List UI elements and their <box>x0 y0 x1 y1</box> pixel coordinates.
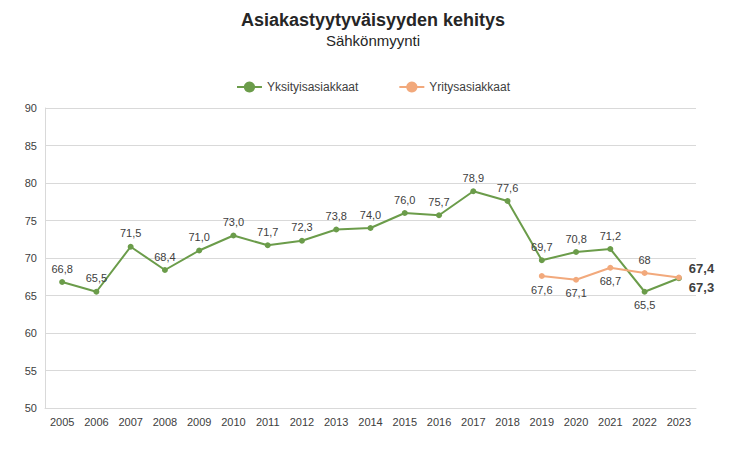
svg-text:2023: 2023 <box>667 416 691 428</box>
svg-text:55: 55 <box>25 365 37 377</box>
svg-text:50: 50 <box>25 402 37 414</box>
svg-text:2019: 2019 <box>530 416 554 428</box>
svg-text:75,7: 75,7 <box>428 196 449 208</box>
svg-text:Yksityisasiakkaat: Yksityisasiakkaat <box>267 80 359 94</box>
svg-text:68,7: 68,7 <box>600 275 621 287</box>
svg-text:2021: 2021 <box>598 416 622 428</box>
svg-text:2015: 2015 <box>393 416 417 428</box>
svg-text:72,3: 72,3 <box>291 221 312 233</box>
svg-text:66,8: 66,8 <box>51 263 72 275</box>
svg-text:2009: 2009 <box>187 416 211 428</box>
svg-text:2012: 2012 <box>290 416 314 428</box>
svg-text:2011: 2011 <box>256 416 280 428</box>
svg-text:67,4: 67,4 <box>689 261 715 276</box>
svg-text:69,7: 69,7 <box>531 241 552 253</box>
svg-text:90: 90 <box>25 102 37 114</box>
svg-text:77,6: 77,6 <box>497 182 518 194</box>
svg-text:75: 75 <box>25 215 37 227</box>
svg-text:80: 80 <box>25 177 37 189</box>
svg-text:70: 70 <box>25 252 37 264</box>
svg-text:Sähkönmyynti: Sähkönmyynti <box>326 32 420 49</box>
svg-text:65,5: 65,5 <box>634 299 655 311</box>
svg-text:2016: 2016 <box>427 416 451 428</box>
svg-text:2017: 2017 <box>461 416 485 428</box>
svg-text:65,5: 65,5 <box>86 272 107 284</box>
svg-text:71,2: 71,2 <box>600 230 621 242</box>
svg-text:65: 65 <box>25 290 37 302</box>
svg-text:68: 68 <box>638 254 650 266</box>
svg-text:76,0: 76,0 <box>394 194 415 206</box>
svg-text:2008: 2008 <box>153 416 177 428</box>
svg-text:71,7: 71,7 <box>257 226 278 238</box>
svg-text:2005: 2005 <box>50 416 74 428</box>
svg-text:2013: 2013 <box>324 416 348 428</box>
svg-text:73,0: 73,0 <box>223 216 244 228</box>
svg-text:71,0: 71,0 <box>188 231 209 243</box>
svg-text:78,9: 78,9 <box>463 172 484 184</box>
svg-text:67,6: 67,6 <box>531 284 552 296</box>
svg-text:2020: 2020 <box>564 416 588 428</box>
svg-text:2007: 2007 <box>118 416 142 428</box>
svg-text:Asiakastyytyväisyyden kehitys: Asiakastyytyväisyyden kehitys <box>241 10 505 30</box>
svg-text:71,5: 71,5 <box>120 227 141 239</box>
svg-text:2014: 2014 <box>358 416 382 428</box>
svg-text:74,0: 74,0 <box>360 209 381 221</box>
svg-text:2006: 2006 <box>84 416 108 428</box>
svg-text:85: 85 <box>25 140 37 152</box>
svg-text:70,8: 70,8 <box>565 233 586 245</box>
svg-text:73,8: 73,8 <box>326 210 347 222</box>
svg-text:2018: 2018 <box>495 416 519 428</box>
svg-text:68,4: 68,4 <box>154 251 175 263</box>
svg-text:Yritysasiakkaat: Yritysasiakkaat <box>429 80 510 94</box>
svg-text:67,3: 67,3 <box>689 280 714 295</box>
svg-text:60: 60 <box>25 327 37 339</box>
svg-text:2010: 2010 <box>221 416 245 428</box>
svg-text:67,1: 67,1 <box>565 287 586 299</box>
svg-text:2022: 2022 <box>632 416 656 428</box>
